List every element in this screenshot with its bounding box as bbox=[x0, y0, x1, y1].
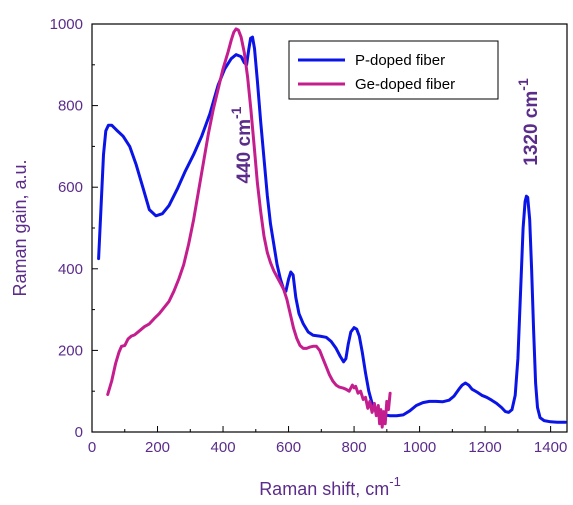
x-tick-label: 200 bbox=[145, 439, 170, 456]
annotation-440-text: 440 cm-1 bbox=[228, 106, 255, 183]
y-tick-label: 800 bbox=[58, 98, 83, 115]
annotation-1320: 1320 cm-1 bbox=[515, 78, 542, 166]
annotation-440-superscript: -1 bbox=[228, 106, 244, 119]
y-tick-label: 200 bbox=[58, 342, 83, 359]
annotation-440: 440 cm-1 bbox=[228, 106, 255, 183]
legend-box bbox=[288, 40, 499, 100]
x-axis-title-main: Raman shift, cm bbox=[259, 479, 389, 499]
legend-label-p-doped: P-doped fiber bbox=[355, 52, 445, 69]
y-tick-label: 1000 bbox=[50, 16, 83, 33]
annotation-1320-main: 1320 cm bbox=[521, 91, 542, 166]
y-axis-title: Raman gain, a.u. bbox=[10, 159, 30, 296]
series-line-p-doped bbox=[97, 35, 567, 424]
legend: P-doped fiber Ge-doped fiber bbox=[288, 40, 499, 100]
x-tick-label: 800 bbox=[342, 439, 367, 456]
x-tick-label: 400 bbox=[211, 439, 236, 456]
ticks-group: 0 200 400 600 800 1000 1200 1400 0 200 400 600 800 10… bbox=[50, 16, 568, 456]
annotation-440-main: 440 cm bbox=[234, 119, 255, 183]
series-line-ge-doped bbox=[106, 27, 392, 429]
legend-label-ge-doped: Ge-doped fiber bbox=[355, 76, 455, 93]
x-tick-label: 1400 bbox=[534, 439, 567, 456]
x-tick-label: 1200 bbox=[468, 439, 501, 456]
annotation-1320-superscript: -1 bbox=[515, 78, 531, 91]
x-axis-title-superscript: -1 bbox=[389, 474, 401, 489]
x-tick-label: 600 bbox=[276, 439, 301, 456]
y-tick-label: 400 bbox=[58, 261, 83, 278]
x-tick-label: 1000 bbox=[403, 439, 436, 456]
series-group bbox=[97, 27, 567, 429]
y-tick-label: 0 bbox=[75, 424, 83, 441]
x-tick-label: 0 bbox=[88, 439, 96, 456]
annotation-1320-text: 1320 cm-1 bbox=[515, 78, 542, 166]
y-tick-label: 600 bbox=[58, 179, 83, 196]
x-axis-title: Raman shift, cm-1 bbox=[259, 474, 401, 499]
